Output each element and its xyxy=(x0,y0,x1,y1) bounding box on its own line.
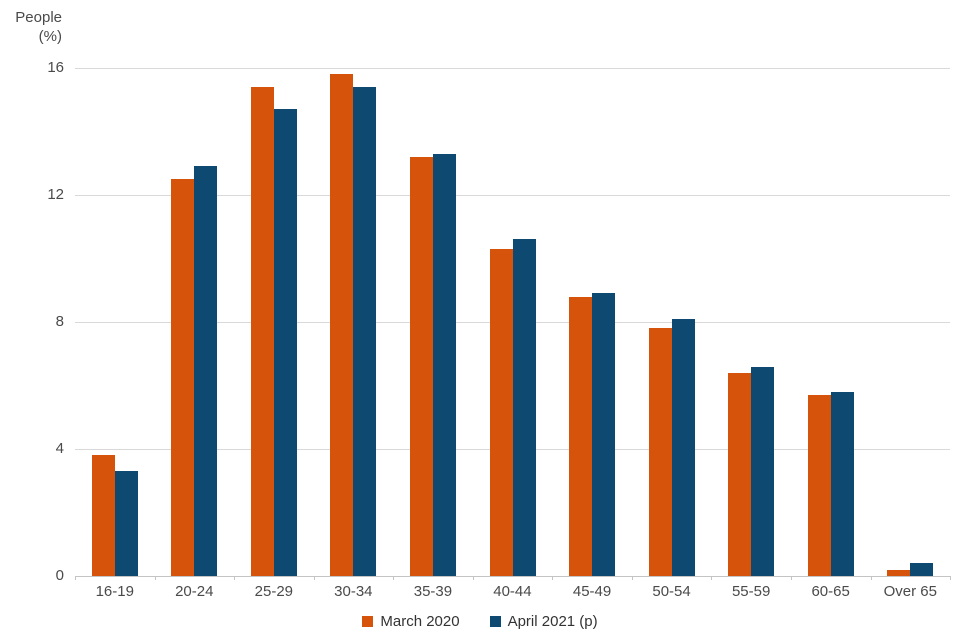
gridline-12 xyxy=(75,195,950,196)
x-tick-label-60-65: 60-65 xyxy=(811,583,850,600)
bar-april-2021-p--20-24 xyxy=(194,166,218,576)
bar-march-2020-16-19 xyxy=(91,455,115,576)
x-tick-label-30-34: 30-34 xyxy=(334,583,373,600)
legend-swatch-april-2021 xyxy=(489,615,501,627)
x-tick-label-20-24: 20-24 xyxy=(175,583,214,600)
bar-march-2020-45-49 xyxy=(569,296,592,576)
bar-april-2021-p--50-54 xyxy=(671,318,695,576)
bar-march-2020-20-24 xyxy=(171,179,195,576)
x-axis-tick xyxy=(154,576,156,580)
x-tick-label-25-29: 25-29 xyxy=(254,583,294,600)
bar-march-2020-30-34 xyxy=(330,74,354,576)
gridline-16 xyxy=(75,68,950,69)
y-axis-title-line1: People xyxy=(15,9,62,26)
y-tick-label-8: 8 xyxy=(55,313,64,330)
bar-march-2020-55-59 xyxy=(728,372,752,576)
x-axis-tick xyxy=(870,576,872,580)
x-axis-tick xyxy=(631,576,633,580)
x-tick-label-40-44: 40-44 xyxy=(493,583,532,600)
bar-april-2021-p--over-65 xyxy=(910,563,934,576)
x-axis-tick xyxy=(234,576,236,580)
bar-march-2020-over-65 xyxy=(887,569,911,576)
y-tick-label-4: 4 xyxy=(55,440,64,457)
y-axis-title-line2: (%) xyxy=(38,28,62,45)
bar-april-2021-p--35-39 xyxy=(433,153,456,576)
x-axis-tick xyxy=(711,576,713,580)
legend: March 2020 April 2021 (p) xyxy=(0,609,960,633)
legend-item-april-2021: April 2021 (p) xyxy=(489,612,598,630)
x-axis-tick xyxy=(75,576,76,580)
x-tick-label-over-65: Over 65 xyxy=(883,583,937,600)
bar-march-2020-35-39 xyxy=(410,156,433,576)
y-axis-title: People (%) xyxy=(0,8,62,46)
y-tick-label-16: 16 xyxy=(47,59,64,76)
y-tick-label-0: 0 xyxy=(55,567,64,584)
bar-april-2021-p--30-34 xyxy=(353,87,377,576)
bar-april-2021-p--60-65 xyxy=(830,391,854,577)
legend-label: April 2021 (p) xyxy=(507,612,598,630)
x-axis-tick xyxy=(552,576,554,580)
bar-april-2021-p--25-29 xyxy=(273,109,297,576)
bar-march-2020-40-44 xyxy=(489,249,513,576)
bar-april-2021-p--45-49 xyxy=(592,293,615,576)
x-tick-label-50-54: 50-54 xyxy=(652,583,691,600)
bar-april-2021-p--55-59 xyxy=(751,366,775,576)
bar-march-2020-60-65 xyxy=(807,395,831,576)
legend-item-march-2020: March 2020 xyxy=(362,612,460,630)
x-axis-tick xyxy=(472,576,474,580)
legend-swatch-march-2020 xyxy=(362,615,374,627)
x-tick-label-45-49: 45-49 xyxy=(572,583,612,600)
bar-march-2020-50-54 xyxy=(648,328,672,577)
x-tick-label-16-19: 16-19 xyxy=(95,583,134,600)
x-axis-tick xyxy=(393,576,395,580)
x-axis-line xyxy=(75,576,950,577)
x-axis-tick xyxy=(790,576,792,580)
legend-label: March 2020 xyxy=(380,612,460,630)
y-tick-label-12: 12 xyxy=(47,186,64,203)
x-tick-label-55-59: 55-59 xyxy=(731,583,771,600)
bar-april-2021-p--40-44 xyxy=(512,239,536,576)
bar-march-2020-25-29 xyxy=(250,87,274,576)
x-axis-tick xyxy=(950,576,951,580)
x-tick-label-35-39: 35-39 xyxy=(413,583,453,600)
bar-april-2021-p--16-19 xyxy=(114,471,138,576)
x-axis-tick xyxy=(313,576,315,580)
